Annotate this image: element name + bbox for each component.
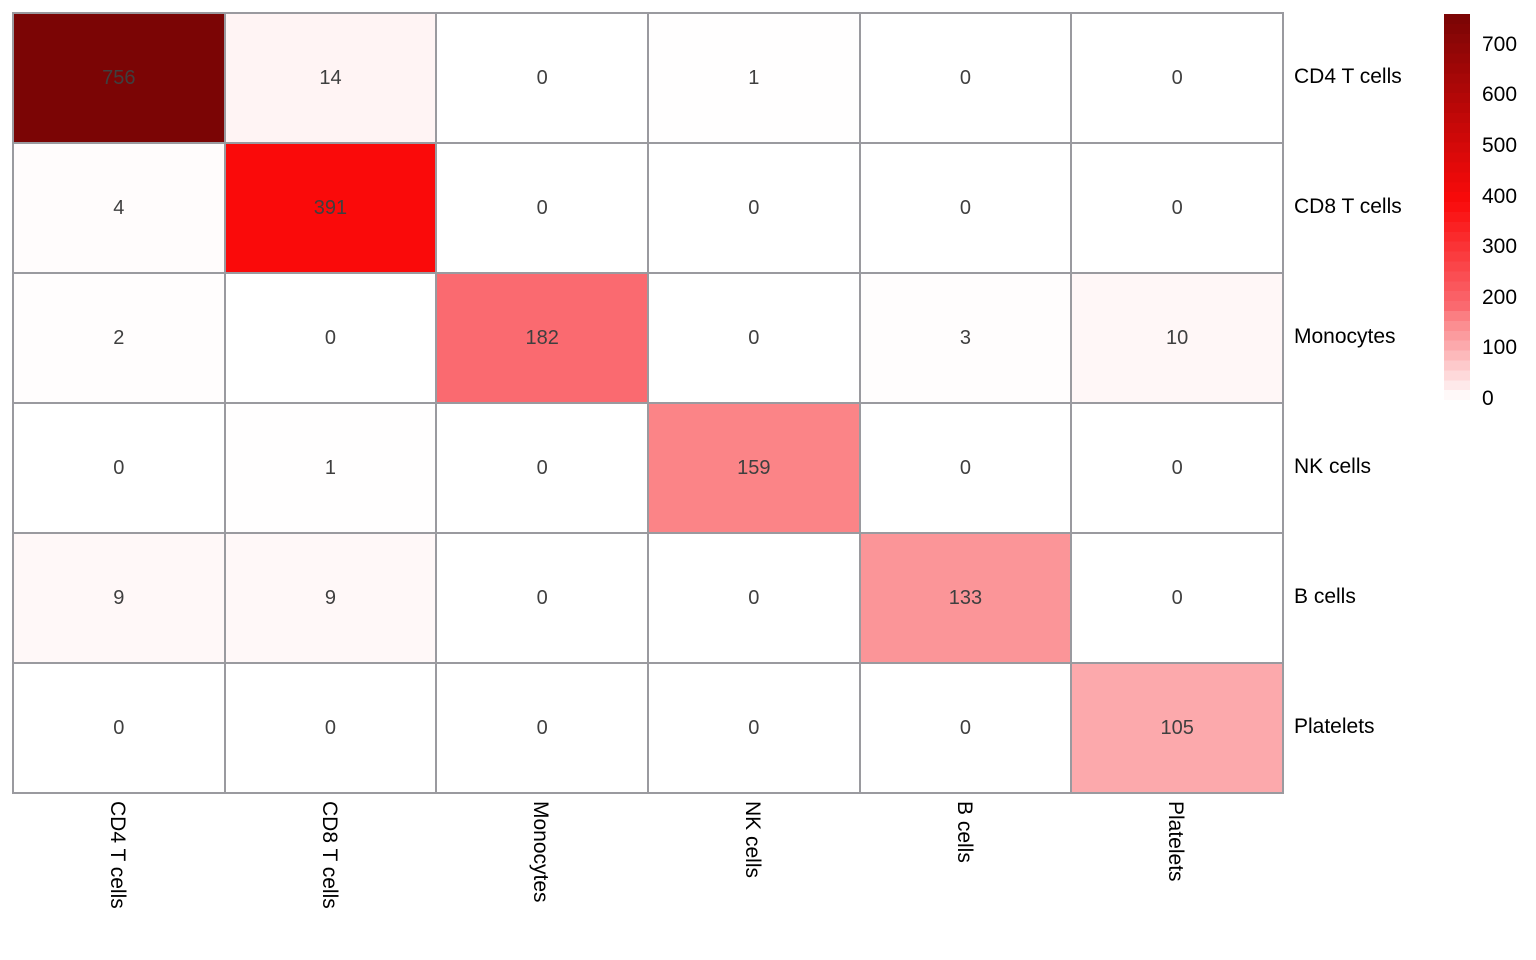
heatmap-cell-3-5: 0 (1071, 403, 1283, 533)
heatmap-cell-1-3: 0 (648, 143, 860, 273)
legend-tick-label: 500 (1482, 134, 1518, 157)
heatmap-grid: 756 14 0 1 0 0 4 391 0 0 0 0 2 0 182 0 3 10 0 1 0 159 0 0 9 9 0 0 13… (12, 12, 1284, 794)
cell-value: 0 (1171, 196, 1183, 219)
heatmap-cell-3-1: 1 (224, 403, 437, 533)
cell-value: 0 (748, 716, 760, 739)
cell-value: 0 (748, 326, 760, 349)
legend-tick-label: 400 (1482, 184, 1518, 208)
heatmap-cell-1-1: 391 (224, 143, 437, 273)
heatmap-cell-0-5: 0 (1071, 13, 1283, 143)
column-label: Platelets (1164, 801, 1188, 882)
heatmap-cell-0-2: 0 (436, 13, 648, 143)
heatmap-cell-1-0: 4 (13, 143, 225, 273)
heatmap-cell-4-1: 9 (224, 533, 437, 663)
heatmap-cell-3-3: 159 (648, 403, 860, 533)
cell-value: 182 (525, 326, 559, 349)
heatmap-cell-2-4: 3 (859, 273, 1072, 403)
heatmap-cell-3-4: 0 (859, 403, 1072, 533)
column-label: CD4 T cells (105, 801, 129, 909)
heatmap-cell-0-3: 1 (648, 13, 860, 143)
cell-value: 14 (319, 66, 342, 89)
cell-value: 0 (324, 326, 337, 349)
row-label: Monocytes (1294, 325, 1396, 348)
cell-value: 0 (1171, 586, 1183, 609)
legend-tick-label: 100 (1482, 336, 1518, 360)
column-label: CD8 T cells (317, 801, 341, 909)
legend-tick-label: 700 (1482, 32, 1518, 56)
heatmap-cell-4-3: 0 (648, 533, 860, 663)
cell-value: 10 (1166, 326, 1189, 349)
cell-value: 133 (948, 586, 983, 609)
cell-value: 1 (324, 456, 337, 479)
legend-tick-label: 300 (1482, 235, 1518, 259)
row-label: NK cells (1294, 455, 1372, 478)
heatmap-cell-2-2: 182 (436, 273, 648, 403)
cell-value: 0 (1171, 66, 1183, 89)
heatmap-cell-0-0: 756 (13, 13, 225, 143)
column-label: Monocytes (529, 801, 553, 903)
cell-value: 0 (113, 716, 125, 739)
cell-value: 9 (113, 586, 125, 609)
cell-value: 3 (959, 326, 972, 349)
cell-value: 0 (959, 456, 972, 479)
heatmap-cell-0-1: 14 (224, 13, 437, 143)
colorbar-gradient (1444, 14, 1470, 410)
legend-tick-label: 200 (1482, 285, 1518, 309)
heatmap-cell-2-0: 2 (13, 273, 225, 403)
column-label: B cells (952, 801, 976, 863)
cell-value: 0 (959, 66, 972, 89)
heatmap-cell-3-0: 0 (13, 403, 225, 533)
cell-value: 0 (1171, 456, 1183, 479)
cell-value: 0 (536, 456, 548, 479)
row-label: CD8 T cells (1294, 195, 1402, 218)
heatmap-cell-4-4: 133 (859, 533, 1072, 663)
column-axis-labels: CD4 T cells CD8 T cells Monocytes NK cells B… (12, 793, 1282, 960)
cell-value: 0 (536, 196, 548, 219)
cell-value: 0 (113, 456, 125, 479)
cell-value: 159 (737, 456, 771, 479)
row-axis-labels: CD4 T cells CD8 T cells Monocytes NK cells B… (1294, 12, 1444, 792)
legend-tick-label: 0 (1482, 386, 1494, 410)
cell-value: 0 (959, 716, 972, 739)
cell-value: 4 (113, 196, 125, 219)
cell-value: 0 (959, 196, 972, 219)
heatmap-cell-2-3: 0 (648, 273, 860, 403)
row-label: Platelets (1294, 715, 1375, 738)
heatmap-cell-4-2: 0 (436, 533, 648, 663)
cell-value: 0 (536, 586, 548, 609)
heatmap-cell-4-5: 0 (1071, 533, 1283, 663)
heatmap-cell-5-0: 0 (13, 663, 225, 793)
cell-value: 0 (748, 196, 760, 219)
cell-value: 391 (313, 196, 348, 219)
cell-value: 0 (748, 586, 760, 609)
heatmap-cell-1-4: 0 (859, 143, 1072, 273)
cell-value: 0 (536, 66, 548, 89)
cell-value: 756 (102, 66, 136, 89)
heatmap-cell-0-4: 0 (859, 13, 1072, 143)
heatmap-cell-5-2: 0 (436, 663, 648, 793)
heatmap-cell-5-5: 105 (1071, 663, 1283, 793)
heatmap-cell-1-5: 0 (1071, 143, 1283, 273)
cell-value: 0 (536, 716, 548, 739)
row-label: B cells (1294, 585, 1356, 608)
cell-value: 1 (748, 66, 760, 89)
cell-value: 105 (1160, 716, 1194, 739)
heatmap-cell-1-2: 0 (436, 143, 648, 273)
heatmap-cell-5-1: 0 (224, 663, 437, 793)
heatmap-cell-2-1: 0 (224, 273, 437, 403)
heatmap-cell-3-2: 0 (436, 403, 648, 533)
heatmap-cell-2-5: 10 (1071, 273, 1283, 403)
cell-value: 2 (113, 326, 125, 349)
heatmap-cell-5-4: 0 (859, 663, 1072, 793)
cell-value: 9 (324, 586, 337, 609)
column-label: NK cells (740, 801, 764, 879)
heatmap-cell-4-0: 9 (13, 533, 225, 663)
cell-value: 0 (324, 716, 337, 739)
legend-tick-label: 600 (1482, 83, 1518, 107)
heatmap-cell-5-3: 0 (648, 663, 860, 793)
row-label: CD4 T cells (1294, 65, 1402, 88)
colorbar-legend: 700 600 500 400 300 200 100 0 (1444, 14, 1536, 434)
